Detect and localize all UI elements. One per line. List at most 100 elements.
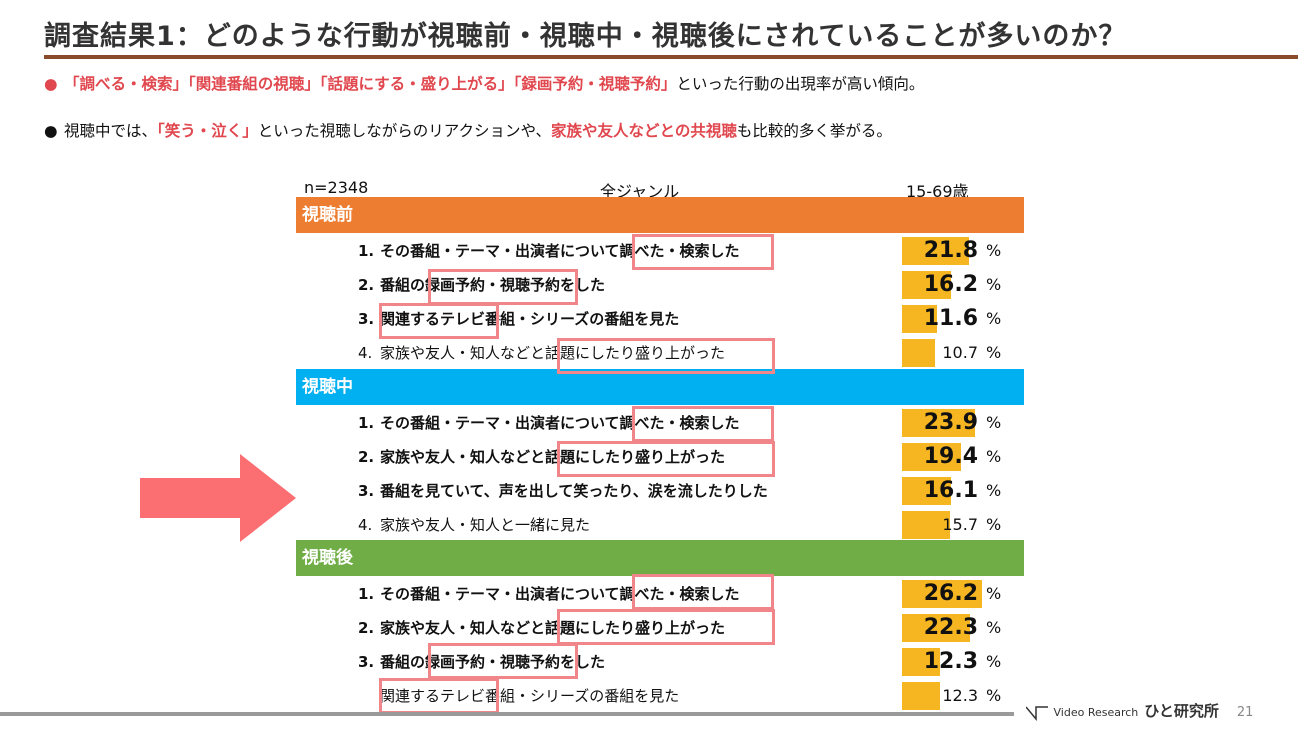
row-text: 家族や友人・知人などと話題にしたり盛り上がった [380, 619, 726, 637]
value-label: 21.8 [923, 238, 978, 263]
percent-unit: % [986, 686, 1002, 705]
highlight-box [632, 574, 774, 610]
value-label: 11.6 [923, 306, 978, 331]
bar [902, 409, 975, 437]
value-label: 16.2 [923, 272, 978, 297]
row-text: 番組の録画予約・視聴予約をした [380, 653, 606, 671]
company-logo-icon [1025, 706, 1048, 722]
row-text: 番組の録画予約・視聴予約をした [380, 276, 606, 294]
row-label: 1. その番組・テーマ・出演者について調べた・検索した [358, 407, 740, 439]
bullet-2-highlight-1: 「笑う・泣く」 [157, 122, 258, 140]
row-label: 4. 家族や友人・知人と一緒に見た [358, 509, 590, 541]
percent-unit: % [986, 652, 1002, 671]
chart-row: 1. その番組・テーマ・出演者について調べた・検索した 26.2% [296, 578, 1036, 610]
bar [902, 648, 940, 676]
highlight-box [557, 609, 775, 645]
percent-unit: % [986, 343, 1002, 362]
arrow-icon [140, 454, 296, 542]
value-label: 10.7 [942, 343, 978, 362]
bar [902, 339, 935, 367]
footer-divider [0, 712, 1014, 716]
section-header: 視聴中 [296, 369, 1024, 405]
chart-row: 3. 関連するテレビ番組・シリーズの番組を見た 11.6% [296, 303, 1036, 335]
bar [902, 271, 951, 299]
row-label: 4. 家族や友人・知人などと話題にしたり盛り上がった [358, 337, 725, 369]
bar [902, 443, 961, 471]
value-label: 19.4 [923, 444, 978, 469]
page-number: 21 [1236, 705, 1254, 720]
chart-row: 1. その番組・テーマ・出演者について調べた・検索した 21.8% [296, 235, 1036, 267]
row-label: 3. 番組の録画予約・視聴予約をした [358, 646, 605, 678]
bar [902, 580, 982, 608]
row-rank: 1. [358, 414, 375, 432]
row-rank: 1. [358, 585, 375, 603]
row-label: 2. 番組の録画予約・視聴予約をした [358, 269, 605, 301]
highlight-box [428, 643, 578, 679]
row-rank: 4. [358, 344, 373, 362]
row-label: 関連するテレビ番組・シリーズの番組を見た [358, 680, 679, 712]
bullet-2-text-3: も比較的多く挙がる。 [736, 122, 892, 140]
value-label: 22.3 [923, 615, 978, 640]
percent-unit: % [986, 241, 1002, 260]
highlight-box [557, 338, 775, 374]
bar [902, 511, 950, 539]
highlight-box [379, 303, 499, 339]
age-range: 15-69歳 [906, 182, 969, 201]
row-label: 2. 家族や友人・知人などと話題にしたり盛り上がった [358, 441, 725, 473]
row-text: 関連するテレビ番組・シリーズの番組を見た [380, 310, 680, 328]
chart-row: 4. 家族や友人・知人などと話題にしたり盛り上がった 10.7% [296, 337, 1036, 369]
highlight-box [632, 234, 774, 270]
row-label: 1. その番組・テーマ・出演者について調べた・検索した [358, 578, 740, 610]
value-label: 12.3 [942, 686, 978, 705]
bullet-1-text: といった行動の出現率が高い傾向。 [676, 75, 925, 93]
highlight-box [632, 406, 774, 442]
company-name: Video Research [1053, 706, 1139, 719]
row-rank: 3. [358, 482, 375, 500]
highlight-box [428, 269, 578, 305]
bar [902, 614, 970, 642]
bullet-1-highlight: 「調べる・検索」「関連番組の視聴」「話題にする・盛り上がる」「録画予約・視聴予約… [64, 75, 677, 93]
percent-unit: % [986, 275, 1002, 294]
row-rank: 3. [358, 653, 375, 671]
bar [902, 305, 937, 333]
row-rank: 1. [358, 242, 375, 260]
chart-row: 2. 番組の録画予約・視聴予約をした 16.2% [296, 269, 1036, 301]
row-rank: 2. [358, 276, 375, 294]
row-text: 関連するテレビ番組・シリーズの番組を見た [380, 687, 680, 705]
bullet-2-text-1: 視聴中では、 [64, 122, 158, 140]
chart-row: 4. 家族や友人・知人と一緒に見た 15.7% [296, 509, 1036, 541]
percent-unit: % [986, 515, 1002, 534]
value-label: 26.2 [923, 581, 978, 606]
bar [902, 682, 940, 710]
row-text: その番組・テーマ・出演者について調べた・検索した [380, 585, 740, 603]
chart-row: 2. 家族や友人・知人などと話題にしたり盛り上がった 22.3% [296, 612, 1036, 644]
bar [902, 237, 969, 265]
row-label: 2. 家族や友人・知人などと話題にしたり盛り上がった [358, 612, 725, 644]
row-text: その番組・テーマ・出演者について調べた・検索した [380, 414, 740, 432]
row-rank: 3. [358, 310, 375, 328]
row-label: 3. 番組を見ていて、声を出して笑ったり、涙を流したりした [358, 475, 768, 507]
row-text: 家族や友人・知人と一緒に見た [380, 516, 591, 534]
bullet-1: ● 「調べる・検索」「関連番組の視聴」「話題にする・盛り上がる」「録画予約・視聴予… [44, 72, 924, 94]
row-text: その番組・テーマ・出演者について調べた・検索した [380, 242, 740, 260]
row-rank: 4. [358, 516, 373, 534]
percent-unit: % [986, 309, 1002, 328]
page-title: 調査結果1：どのような行動が視聴前・視聴中・視聴後にされていることが多いのか？ [44, 21, 1127, 52]
brand-name: ひと研究所 [1144, 702, 1219, 720]
percent-unit: % [986, 481, 1002, 500]
row-label: 3. 関連するテレビ番組・シリーズの番組を見た [358, 303, 679, 335]
bullet-2-text-2: といった視聴しながらのリアクションや、 [257, 122, 552, 140]
chart-row: 3. 番組を見ていて、声を出して笑ったり、涙を流したりした 16.1% [296, 475, 1036, 507]
value-label: 16.1 [923, 478, 978, 503]
section-header: 視聴前 [296, 197, 1024, 233]
row-text: 家族や友人・知人などと話題にしたり盛り上がった [380, 344, 726, 362]
bullet-2: ● 視聴中では、「笑う・泣く」といった視聴しながらのリアクションや、家族や友人など… [44, 119, 892, 141]
value-label: 12.3 [923, 649, 978, 674]
percent-unit: % [986, 584, 1002, 603]
value-label: 23.9 [923, 410, 978, 435]
row-text: 家族や友人・知人などと話題にしたり盛り上がった [380, 448, 726, 466]
genre-label: 全ジャンル [600, 182, 680, 201]
percent-unit: % [986, 618, 1002, 637]
chart-row: 3. 番組の録画予約・視聴予約をした 12.3% [296, 646, 1036, 678]
bullet-marker: ● [44, 122, 58, 140]
